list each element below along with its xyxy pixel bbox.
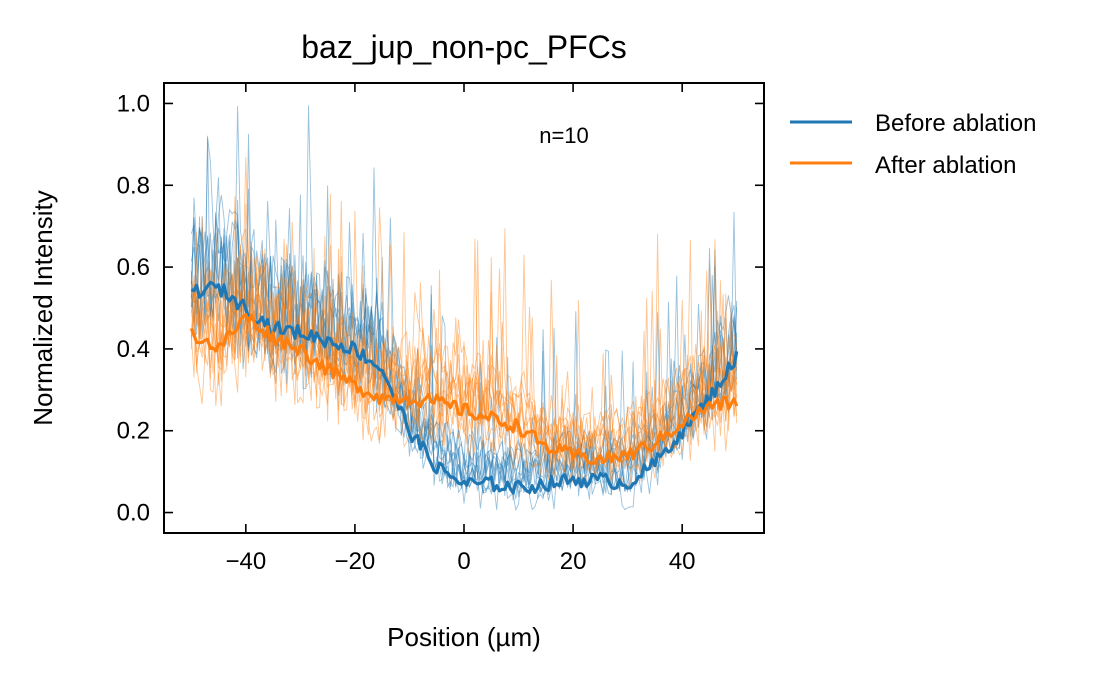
series-line-after xyxy=(189,313,739,465)
series-line-before xyxy=(190,280,739,495)
y-tick-label: 0.2 xyxy=(117,418,150,445)
individual-traces xyxy=(190,105,738,512)
trace-after-0 xyxy=(190,193,738,458)
x-tick-label: −40 xyxy=(225,548,266,575)
x-axis-label: Position (µm) xyxy=(387,622,541,652)
y-tick-label: 0.4 xyxy=(117,336,150,363)
trace-after-3 xyxy=(190,200,738,451)
y-tick-label: 0.0 xyxy=(117,500,150,527)
trace-before-8 xyxy=(190,188,738,489)
mean-lines xyxy=(189,280,739,495)
trace-before-9 xyxy=(190,194,738,484)
y-tick-label: 0.8 xyxy=(117,172,150,199)
y-tick-label: 0.6 xyxy=(117,254,150,281)
x-tick-label: −20 xyxy=(335,548,376,575)
legend-label-before: Before ablation xyxy=(875,110,1036,137)
x-tick-label: 0 xyxy=(457,548,470,575)
trace-before-7 xyxy=(190,213,738,501)
plot-frame xyxy=(163,82,765,534)
x-tick-label: 20 xyxy=(560,548,587,575)
legend-label-after: After ablation xyxy=(875,152,1016,179)
trace-after-7 xyxy=(190,257,738,470)
y-axis-label: Normalized Intensity xyxy=(28,190,58,426)
sample-size-annotation: n=10 xyxy=(539,123,589,148)
trace-before-5 xyxy=(190,177,738,500)
trace-after-9 xyxy=(190,196,738,449)
x-tick-label: 40 xyxy=(669,548,696,575)
trace-after-1 xyxy=(190,221,738,457)
y-tick-label: 1.0 xyxy=(117,90,150,117)
trace-after-6 xyxy=(190,256,738,485)
chart-title: baz_jup_non-pc_PFCs xyxy=(301,29,627,65)
trace-before-6 xyxy=(190,133,738,485)
trace-before-2 xyxy=(190,185,738,494)
x-axis: −40 −20 0 20 40 xyxy=(225,83,696,575)
y-axis: 0.0 0.2 0.4 0.6 0.8 1.0 xyxy=(117,90,764,527)
legend: Before ablation After ablation xyxy=(790,110,1036,179)
trace-before-4 xyxy=(190,105,738,478)
